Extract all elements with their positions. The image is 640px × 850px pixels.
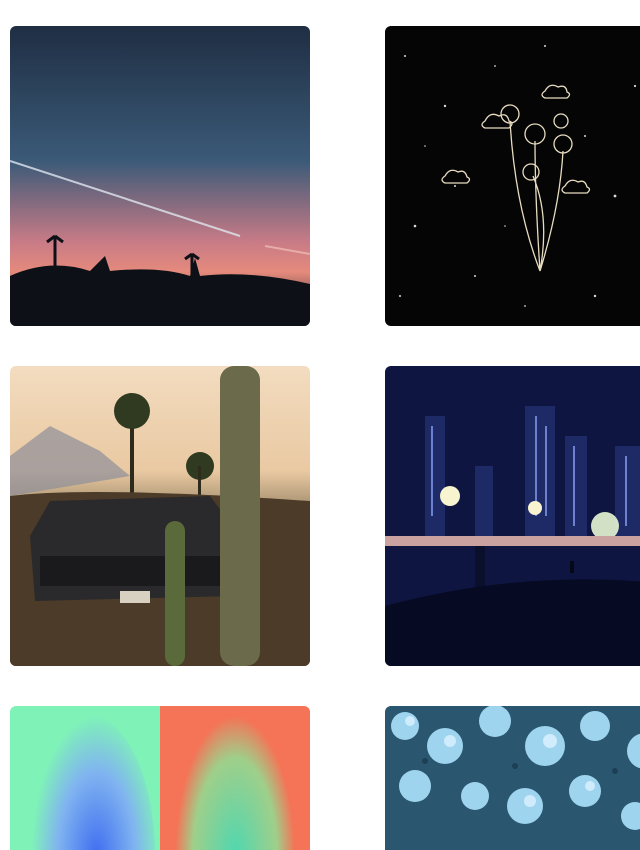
- color-gradient-image: [10, 706, 310, 850]
- image-tile-starry-flowers[interactable]: [385, 26, 640, 326]
- image-tile-city-night[interactable]: [385, 366, 640, 666]
- blue-blossoms-image: [385, 706, 640, 850]
- starry-flowers-image: [385, 26, 640, 326]
- car-cactus-image: [10, 366, 310, 666]
- image-tile-car-cactus[interactable]: [10, 366, 310, 666]
- image-tile-color-gradient[interactable]: [10, 706, 310, 850]
- image-tile-blue-blossoms[interactable]: [385, 706, 640, 850]
- image-tile-sunset[interactable]: [10, 26, 310, 326]
- sunset-image: [10, 26, 310, 326]
- city-night-image: [385, 366, 640, 666]
